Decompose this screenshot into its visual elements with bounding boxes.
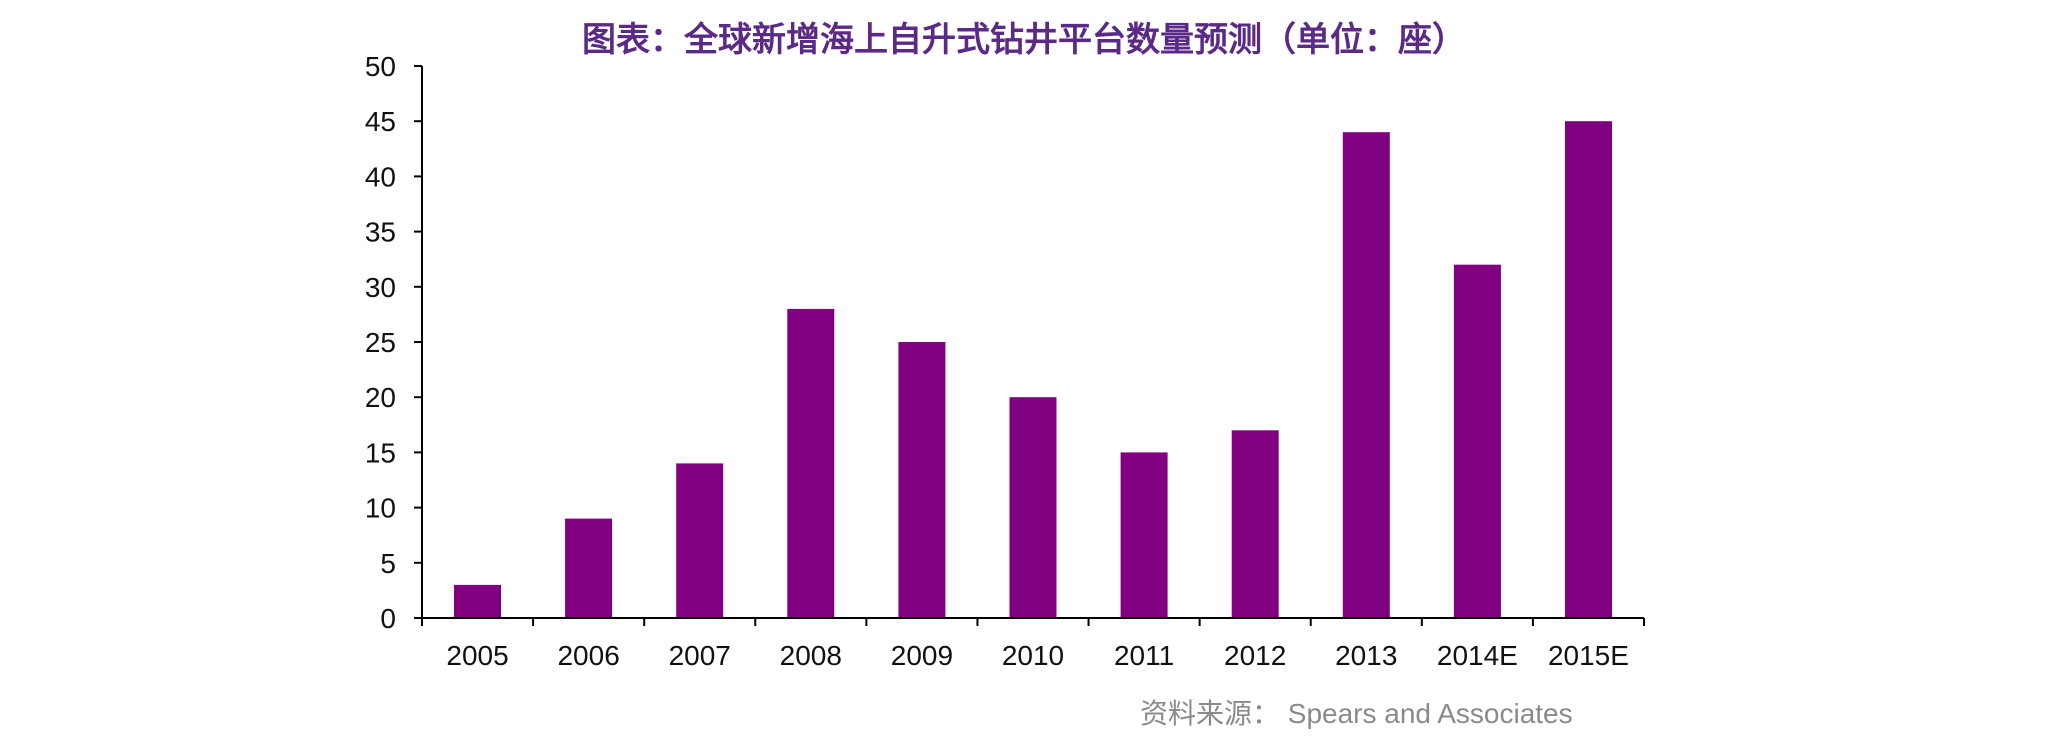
bar-2005 [454, 584, 501, 618]
source-note: 资料来源： Spears and Associates [1140, 698, 1573, 729]
bar-2013 [1342, 132, 1390, 618]
y-tick-label: 30 [365, 272, 396, 303]
x-tick-label: 2015E [1548, 640, 1629, 671]
bar-2010 [1009, 397, 1057, 618]
bar-2014E [1453, 264, 1501, 618]
y-tick-label: 0 [380, 603, 396, 634]
x-tick-label: 2010 [1002, 640, 1064, 671]
y-tick-label: 15 [365, 437, 396, 468]
bar-2009 [898, 342, 946, 618]
y-tick-label: 45 [365, 106, 396, 137]
x-tick-label: 2007 [669, 640, 731, 671]
x-tick-label: 2008 [780, 640, 842, 671]
bar-2008 [787, 308, 835, 618]
y-axis-ticks: 0 5 10 15 20 25 30 35 40 45 50 [365, 51, 422, 634]
y-tick-label: 35 [365, 217, 396, 248]
x-tick-label: 2011 [1114, 640, 1174, 671]
bar-2011 [1120, 452, 1168, 618]
bar-2012 [1231, 430, 1279, 618]
y-tick-label: 40 [365, 161, 396, 192]
bar-2007 [676, 463, 724, 618]
x-tick-label: 2006 [557, 640, 619, 671]
y-tick-label: 50 [365, 51, 396, 82]
x-tick-label: 2009 [891, 640, 953, 671]
x-tick-label: 2013 [1335, 640, 1397, 671]
bar-2015E [1565, 121, 1612, 618]
chart-title: 图表：全球新增海上自升式钻井平台数量预测（单位：座） [582, 20, 1466, 60]
x-tick-label: 2005 [446, 640, 508, 671]
y-tick-label: 10 [365, 493, 396, 524]
bars-group [454, 121, 1612, 618]
x-axis-ticks: 2005 2006 2007 2008 2009 2010 2011 2012 2013 2014… [421, 618, 1645, 671]
y-tick-label: 20 [365, 382, 396, 413]
x-tick-label: 2012 [1224, 640, 1286, 671]
bar-2006 [565, 518, 613, 618]
x-tick-label: 2014E [1437, 640, 1518, 671]
y-tick-label: 25 [365, 327, 396, 358]
y-tick-label: 5 [380, 548, 396, 579]
